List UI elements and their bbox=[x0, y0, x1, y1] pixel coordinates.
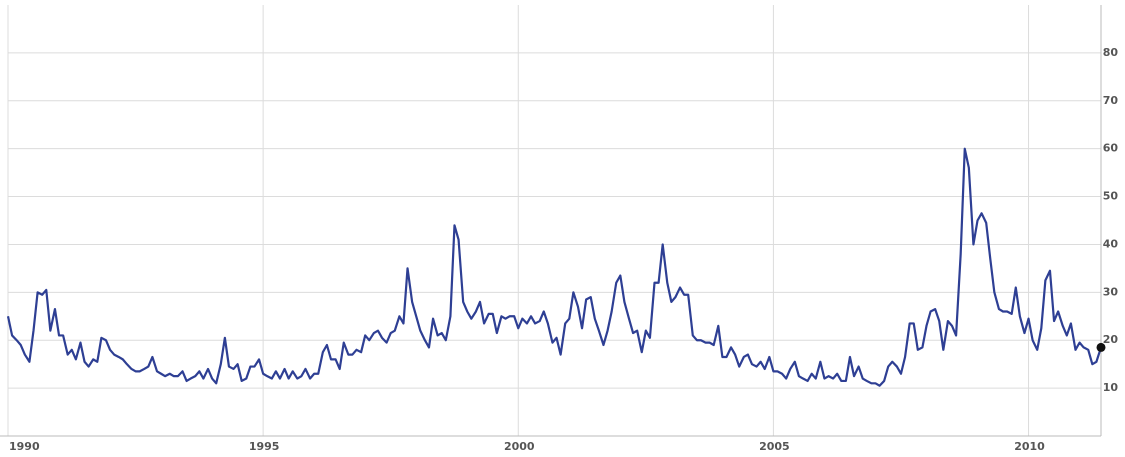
line bbox=[6, 147, 1103, 387]
x-tick-label: 2010 bbox=[1014, 440, 1045, 453]
y-tick-label: 60 bbox=[1103, 142, 1119, 155]
last-point bbox=[1096, 342, 1106, 352]
x-tick-label: 2000 bbox=[504, 440, 535, 453]
x-tick-label: 1995 bbox=[249, 440, 280, 453]
y-tick-label: 10 bbox=[1103, 381, 1119, 394]
x-tick-label: 1990 bbox=[9, 440, 40, 453]
y-tick-label: 20 bbox=[1103, 333, 1119, 346]
y-tick-label: 50 bbox=[1103, 190, 1119, 203]
y-tick-label: 40 bbox=[1103, 237, 1119, 250]
y-tick-label: 30 bbox=[1103, 285, 1119, 298]
y-tick-label: 70 bbox=[1103, 94, 1119, 107]
x-tick-label: 2005 bbox=[759, 440, 790, 453]
y-tick-label: 80 bbox=[1103, 46, 1119, 59]
